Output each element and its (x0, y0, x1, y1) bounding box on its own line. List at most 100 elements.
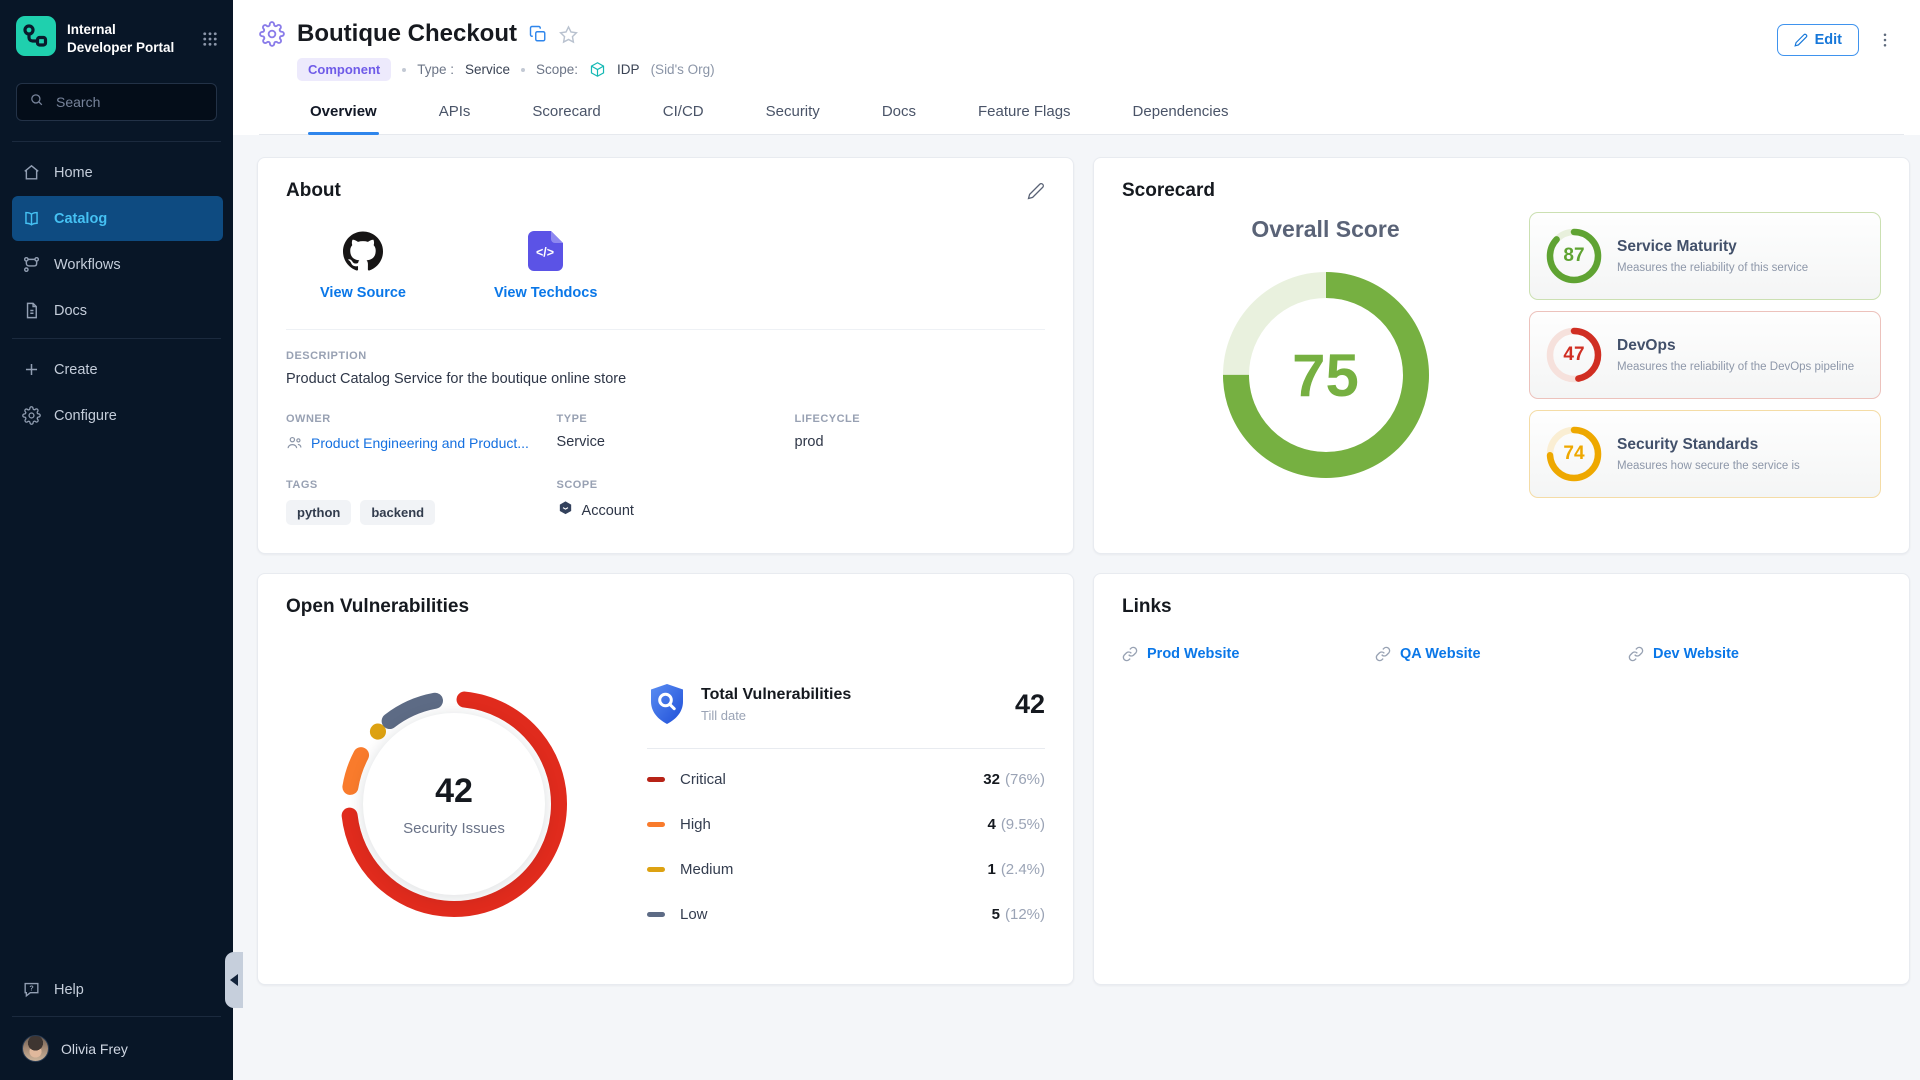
legend-value: 5 (992, 906, 1000, 923)
till-date-label: Till date (701, 708, 851, 723)
sidebar-item-catalog[interactable]: Catalog (12, 196, 223, 241)
sidebar-divider (12, 141, 221, 142)
legend-row-low: Low 5 (12%) (647, 892, 1045, 937)
sidebar-nav: Home Catalog Workflows (0, 150, 233, 334)
user-name: Olivia Frey (61, 1041, 128, 1057)
links-title: Links (1122, 596, 1172, 618)
user-menu[interactable]: Olivia Frey (0, 1025, 233, 1068)
score-mini-donut: 74 (1546, 426, 1602, 482)
component-gear-icon (259, 21, 285, 47)
sidebar-item-label: Create (54, 362, 98, 378)
sidebar-item-workflows[interactable]: Workflows (12, 242, 223, 287)
about-title: About (286, 180, 341, 202)
scorecard-title: Scorecard (1122, 180, 1215, 202)
vulnerabilities-donut-center: 42 Security Issues (363, 713, 545, 895)
star-icon[interactable] (559, 25, 578, 44)
sidebar-item-create[interactable]: Create (12, 347, 223, 392)
total-vulnerabilities-row: Total Vulnerabilities Till date 42 (647, 682, 1045, 726)
kind-badge: Component (297, 58, 391, 81)
type-field-value: Service (557, 434, 795, 450)
sidebar-item-label: Help (54, 982, 84, 998)
score-desc: Measures the reliability of the DevOps p… (1617, 361, 1854, 373)
scorecard-card: Scorecard Overall Score 75 (1093, 157, 1910, 554)
legend-value: 1 (987, 861, 995, 878)
github-icon (343, 230, 383, 272)
scope-org: (Sid's Org) (651, 62, 715, 77)
description-value: Product Catalog Service for the boutique… (286, 371, 1045, 387)
account-icon (557, 500, 574, 521)
legend-label: Critical (680, 771, 726, 788)
edit-button[interactable]: Edit (1777, 24, 1859, 56)
sidebar-collapse-handle[interactable] (225, 952, 243, 1008)
tab-apis[interactable]: APIs (437, 95, 473, 134)
view-techdocs-link[interactable]: </> View Techdocs (494, 230, 597, 301)
owner-link[interactable]: Product Engineering and Product... (286, 434, 557, 451)
edit-about-icon[interactable] (1027, 182, 1045, 200)
score-value: 47 (1546, 327, 1602, 383)
legend-label: High (680, 816, 711, 833)
tab-dependencies[interactable]: Dependencies (1131, 95, 1231, 134)
owner-label: OWNER (286, 413, 557, 425)
tab-cicd[interactable]: CI/CD (661, 95, 706, 134)
tab-security[interactable]: Security (764, 95, 822, 134)
sidebar-item-docs[interactable]: Docs (12, 288, 223, 333)
type-field-label: TYPE (557, 413, 795, 425)
link-label: Prod Website (1147, 646, 1239, 662)
entity-meta-row: Component Type : Service Scope: IDP (297, 58, 715, 81)
sidebar-item-label: Home (54, 165, 93, 181)
link-icon (1375, 646, 1391, 662)
lifecycle-value: prod (795, 434, 1046, 450)
link-label: Dev Website (1653, 646, 1739, 662)
link-prod-website[interactable]: Prod Website (1122, 646, 1375, 662)
score-item-service-maturity[interactable]: 87 Service Maturity Measures the reliabi… (1529, 212, 1881, 300)
sidebar-item-label: Catalog (54, 211, 107, 227)
sidebar-item-label: Docs (54, 303, 87, 319)
tag-chip[interactable]: backend (360, 500, 435, 525)
tab-scorecard[interactable]: Scorecard (530, 95, 602, 134)
sidebar-search[interactable] (16, 83, 217, 121)
legend-percent: (9.5%) (1001, 816, 1045, 833)
dot-separator (521, 68, 525, 72)
score-item-devops[interactable]: 47 DevOps Measures the reliability of th… (1529, 311, 1881, 399)
security-issues-count: 42 (435, 772, 473, 811)
legend-percent: (76%) (1005, 771, 1045, 788)
plus-icon (22, 360, 41, 379)
tags-label: TAGS (286, 479, 557, 491)
legend-value: 32 (983, 771, 1000, 788)
dot-separator (402, 68, 406, 72)
high-swatch (647, 822, 665, 827)
view-source-link[interactable]: View Source (320, 230, 406, 301)
link-dev-website[interactable]: Dev Website (1628, 646, 1881, 662)
logo-row: Internal Developer Portal (0, 0, 233, 73)
legend-row-medium: Medium 1 (2.4%) (647, 847, 1045, 892)
low-swatch (647, 912, 665, 917)
tab-overview[interactable]: Overview (308, 95, 379, 134)
copy-icon[interactable] (529, 25, 547, 43)
apps-grid-icon[interactable] (201, 30, 219, 48)
search-input[interactable] (54, 93, 239, 111)
tab-feature-flags[interactable]: Feature Flags (976, 95, 1073, 134)
sidebar-item-help[interactable]: ? Help (12, 967, 223, 1012)
score-item-security-standards[interactable]: 74 Security Standards Measures how secur… (1529, 410, 1881, 498)
tab-docs[interactable]: Docs (880, 95, 918, 134)
tag-chip[interactable]: python (286, 500, 351, 525)
vulnerabilities-card: Open Vulnerabilities 42 (257, 573, 1074, 985)
link-label: QA Website (1400, 646, 1481, 662)
scope-label: Scope: (536, 62, 578, 77)
home-icon (22, 163, 41, 182)
overall-score-donut: 75 (1210, 259, 1442, 491)
app-root: Internal Developer Portal (0, 0, 1920, 1080)
score-mini-donut: 87 (1546, 228, 1602, 284)
sidebar-item-home[interactable]: Home (12, 150, 223, 195)
search-icon (29, 92, 44, 112)
legend-label: Medium (680, 861, 733, 878)
total-vulnerabilities-label: Total Vulnerabilities (701, 686, 851, 704)
sidebar-divider (12, 1016, 221, 1017)
legend-row-critical: Critical 32 (76%) (647, 757, 1045, 802)
score-mini-donut: 47 (1546, 327, 1602, 383)
sidebar-divider (12, 338, 221, 339)
docs-icon (22, 301, 41, 320)
kebab-menu-icon[interactable] (1876, 31, 1894, 49)
sidebar-item-configure[interactable]: Configure (12, 393, 223, 438)
link-qa-website[interactable]: QA Website (1375, 646, 1628, 662)
